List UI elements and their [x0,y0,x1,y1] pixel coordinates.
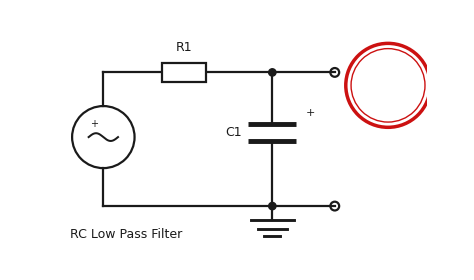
Text: RC Low Pass Filter: RC Low Pass Filter [70,228,182,241]
Text: C1: C1 [226,126,242,139]
Text: TESTED: TESTED [361,87,415,101]
Text: i-St@r: i-St@r [371,68,405,79]
Ellipse shape [346,43,430,127]
Text: R1: R1 [176,41,192,54]
Text: Abdul Jaseem.V.P.: Abdul Jaseem.V.P. [364,81,412,86]
Bar [162,63,206,82]
Ellipse shape [269,202,276,210]
Text: +: + [90,119,98,129]
Ellipse shape [269,69,276,76]
Text: +: + [306,108,316,118]
